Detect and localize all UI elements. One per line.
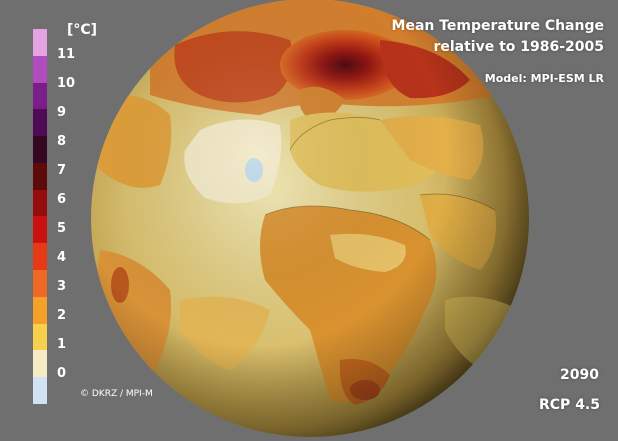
model-label: Model: MPI-ESM LR bbox=[484, 72, 604, 85]
globe-shading bbox=[91, 0, 529, 437]
colorbar-label-8: 8 bbox=[57, 134, 67, 149]
year-label: 2090 bbox=[560, 367, 599, 383]
colorbar-swatch bbox=[33, 243, 47, 271]
colorbar-label-2: 2 bbox=[57, 308, 67, 323]
colorbar-swatch bbox=[33, 29, 47, 56]
colorbar-label-3: 3 bbox=[57, 279, 67, 294]
colorbar-swatch bbox=[33, 136, 47, 163]
colorbar-label-1: 1 bbox=[57, 337, 67, 352]
colorbar-swatch bbox=[33, 216, 47, 244]
title-line-2: relative to 1986-2005 bbox=[433, 39, 604, 55]
colorbar-swatch bbox=[33, 296, 47, 324]
colorbar-swatch bbox=[33, 377, 47, 404]
colorbar-label-6: 6 bbox=[57, 192, 67, 207]
credit-label: © DKRZ / MPI-M bbox=[80, 389, 153, 399]
title-line-1: Mean Temperature Change bbox=[391, 18, 604, 34]
colorbar-swatch bbox=[33, 270, 47, 297]
colorbar-swatch bbox=[33, 350, 47, 378]
map-title: Mean Temperature Change relative to 1986… bbox=[392, 16, 604, 58]
colorbar-label-10: 10 bbox=[57, 76, 76, 91]
colorbar-label-5: 5 bbox=[57, 221, 67, 236]
colorbar-swatch bbox=[33, 55, 47, 83]
colorbar-swatch bbox=[33, 189, 47, 217]
colorbar-label-7: 7 bbox=[57, 163, 67, 178]
colorbar-swatch bbox=[33, 109, 47, 137]
colorbar-label-11: 11 bbox=[57, 47, 76, 62]
colorbar-swatch bbox=[33, 162, 47, 190]
temperature-colorbar bbox=[33, 29, 47, 404]
colorbar-label-9: 9 bbox=[57, 105, 67, 120]
colorbar-label-0: 0 bbox=[57, 366, 67, 381]
colorbar-swatch bbox=[33, 82, 47, 110]
colorbar-label-4: 4 bbox=[57, 250, 67, 265]
colorbar-unit: [°C] bbox=[67, 22, 98, 38]
colorbar-swatch bbox=[33, 323, 47, 351]
scenario-label: RCP 4.5 bbox=[539, 397, 600, 413]
